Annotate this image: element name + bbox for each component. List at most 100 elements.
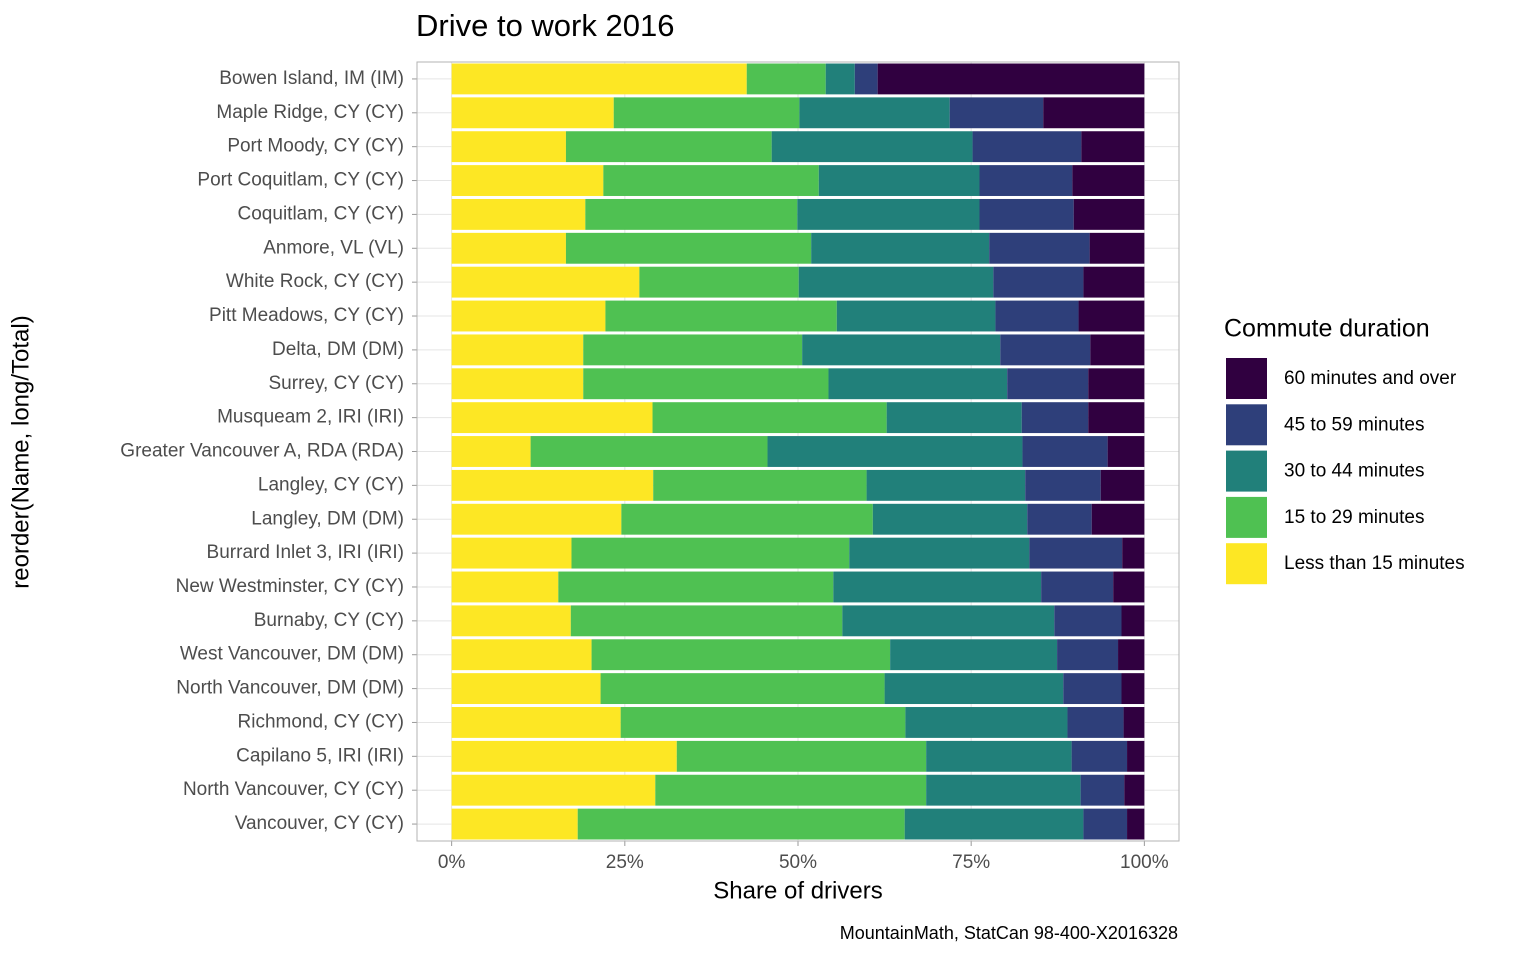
bar-segment — [854, 63, 878, 95]
bar-segment — [1121, 673, 1145, 705]
y-tick-label: West Vancouver, DM (DM) — [180, 644, 404, 665]
y-axis-title: reorder(Name, long/Total) — [7, 315, 34, 588]
y-tick-label: Capilano 5, IRI (IRI) — [236, 745, 404, 766]
bar-segment — [767, 436, 1023, 467]
bar-segment — [1127, 740, 1145, 772]
bar-segment — [825, 63, 855, 95]
bar-segment — [451, 774, 656, 806]
legend-label: 15 to 29 minutes — [1284, 507, 1424, 528]
bar-segment — [655, 774, 927, 806]
bar-segment — [1041, 571, 1114, 603]
bar-segment — [451, 639, 592, 671]
bar-segment — [1124, 774, 1145, 806]
bar-segment — [613, 97, 800, 129]
bar-segment — [621, 503, 873, 535]
x-tick-label: 75% — [952, 852, 990, 873]
bar-segment — [451, 131, 566, 163]
bar-segment — [979, 165, 1073, 196]
bar-segment — [1054, 605, 1122, 637]
y-tick-label: Richmond, CY (CY) — [238, 711, 404, 732]
bar-segment — [1107, 436, 1145, 467]
bar-segment — [451, 740, 677, 772]
y-tick-label: Bowen Island, IM (IM) — [219, 68, 404, 89]
bar-segment — [603, 165, 819, 196]
bar-segment — [600, 673, 885, 705]
bar-segment — [451, 503, 622, 535]
bar-segment — [905, 707, 1068, 738]
caption: MountainMath, StatCan 98-400-X2016328 — [840, 923, 1178, 943]
y-tick-label: White Rock, CY (CY) — [226, 271, 404, 292]
bar-segment — [828, 368, 1008, 400]
bar-segment — [1057, 639, 1119, 671]
bar-segment — [583, 334, 803, 366]
bar-segment — [591, 639, 891, 671]
bar-segment — [565, 131, 772, 163]
bar-segment — [451, 232, 566, 264]
bar-segment — [451, 707, 621, 738]
legend-key — [1226, 543, 1267, 585]
bar-segment — [802, 334, 1001, 366]
y-tick-label: Surrey, CY (CY) — [269, 373, 405, 394]
bar-segment — [886, 402, 1022, 434]
bar-segment — [1080, 774, 1125, 806]
bar-segment — [1073, 198, 1145, 230]
y-tick-label: Delta, DM (DM) — [272, 339, 404, 360]
bar-segment — [577, 808, 905, 840]
y-tick-label: North Vancouver, DM (DM) — [176, 678, 404, 699]
bar-segment — [451, 571, 559, 603]
bar-segment — [797, 198, 980, 230]
bar-segment — [1118, 639, 1145, 671]
bar-segment — [451, 808, 578, 840]
bar-segment — [620, 707, 906, 738]
bar-segment — [811, 232, 990, 264]
bar-segment — [1081, 131, 1145, 163]
bar-segment — [558, 571, 834, 603]
legend-label: 60 minutes and over — [1284, 368, 1457, 389]
bar-segment — [565, 232, 812, 264]
bar-segment — [1113, 571, 1145, 603]
bar-segment — [866, 469, 1026, 501]
y-tick-label: Langley, CY (CY) — [258, 474, 404, 495]
bar-segment — [1088, 368, 1145, 400]
bar-segment — [605, 300, 837, 332]
y-tick-label: Port Moody, CY (CY) — [227, 136, 404, 157]
bar-segment — [979, 198, 1074, 230]
bar-segment — [1127, 808, 1145, 840]
bar-segment — [1029, 537, 1123, 569]
x-tick-label: 100% — [1120, 852, 1169, 873]
bar-segment — [530, 436, 768, 467]
bar-segment — [1078, 300, 1145, 332]
bar-segment — [890, 639, 1058, 671]
bar-segment — [995, 300, 1079, 332]
y-tick-label: Burrard Inlet 3, IRI (IRI) — [207, 542, 404, 563]
bar-segment — [451, 436, 531, 467]
bar-segment — [1083, 808, 1128, 840]
bar-segment — [451, 368, 584, 400]
bar-segment — [1022, 436, 1108, 467]
bar-segment — [993, 266, 1084, 298]
bar-segment — [585, 198, 798, 230]
y-tick-label: North Vancouver, CY (CY) — [183, 779, 404, 800]
y-tick-label: Vancouver, CY (CY) — [235, 813, 404, 834]
bar-segment — [451, 165, 604, 196]
legend-key — [1226, 450, 1267, 492]
bar-segment — [653, 469, 867, 501]
y-tick-label: New Westminster, CY (CY) — [176, 576, 404, 597]
bar-segment — [583, 368, 829, 400]
bar-segment — [676, 740, 927, 772]
bar-segment — [1121, 605, 1145, 637]
legend-label: 45 to 59 minutes — [1284, 414, 1424, 435]
bar-segment — [451, 334, 584, 366]
legend-key — [1226, 496, 1267, 538]
y-tick-label: Langley, DM (DM) — [251, 508, 404, 529]
panel-border — [416, 61, 1180, 842]
bar-segment — [451, 673, 601, 705]
bar-segment — [451, 537, 572, 569]
bar-segment — [771, 131, 973, 163]
y-tick-label: Greater Vancouver A, RDA (RDA) — [120, 441, 404, 462]
bar-segment — [1088, 402, 1145, 434]
bar-segment — [1071, 740, 1128, 772]
bar-segment — [1000, 334, 1091, 366]
bar-segment — [451, 198, 586, 230]
bar-segment — [877, 63, 1145, 95]
